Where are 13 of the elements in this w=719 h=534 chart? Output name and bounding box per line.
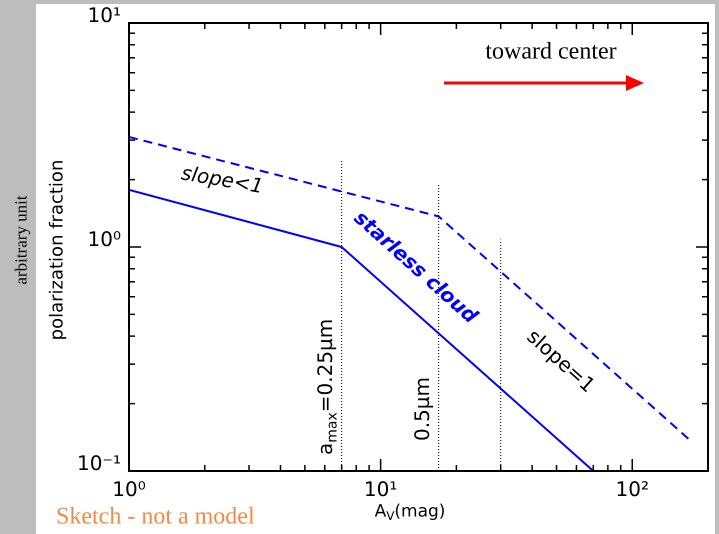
text: arbitrary unit (11, 195, 30, 285)
y-tick-label: 10⁻¹ (76, 451, 122, 476)
annotation: slope<1 (180, 160, 266, 198)
annotation: 0.5μm (410, 376, 434, 441)
y-axis-title: polarization fraction (46, 160, 68, 340)
annotation: toward center (485, 38, 617, 64)
y-tick-label: 10⁰ (88, 227, 121, 252)
x-tick-label: 10² (616, 477, 649, 502)
y-tick-label: 10¹ (88, 3, 121, 28)
x-tick-label: 10⁰ (112, 477, 146, 502)
text: Sketch - not a model (56, 503, 255, 530)
x-tick-label: 10¹ (364, 477, 398, 502)
annotation: amax=0.25μm (313, 318, 341, 455)
